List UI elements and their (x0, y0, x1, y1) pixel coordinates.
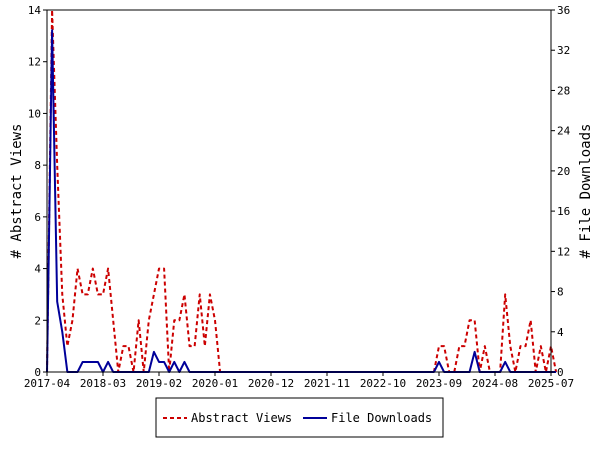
y-right-tick-label: 16 (557, 205, 570, 218)
y-axis-right-title: # File Downloads (578, 124, 594, 259)
y-left-tick-label: 8 (34, 159, 41, 172)
y-left-tick-label: 4 (34, 263, 41, 276)
y-right-tick-label: 8 (557, 286, 564, 299)
y-right-tick-label: 4 (557, 326, 564, 339)
x-tick-label: 2018-03 (80, 377, 126, 390)
x-tick-label: 2020-12 (248, 377, 294, 390)
x-tick-label: 2025-07 (528, 377, 574, 390)
y-right-tick-label: 36 (557, 4, 570, 17)
y-left-tick-label: 6 (34, 211, 41, 224)
x-tick-label: 2023-09 (416, 377, 462, 390)
y-right-tick-label: 20 (557, 165, 570, 178)
x-tick-label: 2017-04 (24, 377, 71, 390)
y-left-tick-label: 10 (28, 107, 41, 120)
plot-area (47, 10, 551, 372)
y-left-tick-label: 0 (34, 366, 41, 379)
y-left-tick-label: 14 (28, 4, 42, 17)
x-tick-label: 2021-11 (304, 377, 350, 390)
x-tick-label: 2019-02 (136, 377, 182, 390)
y-left-tick-label: 12 (28, 56, 41, 69)
y-axis-left-title: # Abstract Views (9, 124, 25, 259)
y-left-tick-label: 2 (34, 314, 41, 327)
y-right-tick-label: 32 (557, 44, 570, 57)
plot-frame (46, 9, 552, 373)
legend-label-file-downloads: File Downloads (331, 411, 432, 425)
plot-background (47, 10, 551, 372)
x-tick-label: 2024-08 (472, 377, 518, 390)
legend-label-abstract-views: Abstract Views (191, 411, 292, 425)
series-line-abstract-views (46, 9, 558, 373)
y-right-tick-label: 0 (557, 366, 564, 379)
legend-box (155, 397, 444, 438)
y-right-tick-label: 12 (557, 245, 570, 258)
x-tick-label: 2022-10 (360, 377, 406, 390)
y-right-tick-label: 24 (557, 125, 571, 138)
y-right-tick-label: 28 (557, 84, 570, 97)
x-tick-label: 2020-01 (192, 377, 238, 390)
legend: Abstract Views File Downloads (155, 397, 444, 438)
